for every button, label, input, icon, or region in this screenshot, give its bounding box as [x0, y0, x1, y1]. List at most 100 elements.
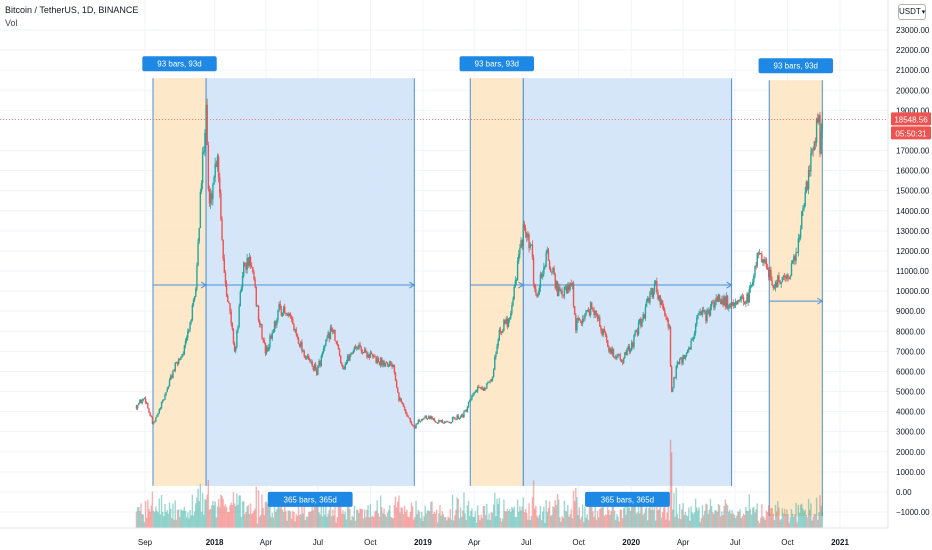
volume-bar	[615, 519, 617, 528]
x-tick-label: Apr	[677, 538, 690, 547]
candle-body	[532, 257, 535, 284]
candle-body	[596, 313, 599, 319]
volume-bar	[263, 515, 265, 528]
candle-body	[229, 303, 231, 312]
candle-body	[788, 278, 790, 280]
candle-body	[745, 300, 747, 304]
volume-bar	[459, 507, 462, 528]
volume-indicator-label[interactable]: Vol	[5, 18, 18, 28]
volume-bar	[184, 511, 187, 528]
candle-body	[167, 386, 170, 389]
volume-bar	[627, 507, 630, 528]
volume-bar	[442, 514, 445, 528]
candle-body	[809, 169, 811, 172]
volume-bar	[222, 498, 224, 528]
candle-body	[753, 275, 755, 283]
candle-body	[579, 320, 582, 322]
volume-bar	[138, 506, 140, 528]
volume-bar	[761, 503, 763, 528]
currency-selector[interactable]: USDT▾	[898, 4, 926, 20]
candle-body	[499, 329, 502, 333]
volume-bar	[496, 498, 498, 528]
volume-bar	[262, 507, 264, 528]
candle-body	[713, 301, 715, 308]
volume-bar	[363, 509, 366, 528]
candle-body	[321, 352, 324, 357]
volume-bar	[419, 518, 422, 528]
candle-body	[786, 274, 788, 279]
candle-body	[373, 356, 375, 357]
candle-body	[766, 267, 769, 270]
candle-body	[305, 357, 308, 359]
candle-body	[375, 356, 377, 364]
candle-body	[263, 340, 265, 343]
x-tick-label: 2018	[206, 538, 224, 547]
volume-bar	[191, 494, 194, 528]
candle-body	[181, 353, 183, 358]
candle-body	[198, 228, 200, 242]
candle-body	[394, 372, 397, 381]
volume-bar	[602, 501, 604, 528]
candle-body	[545, 252, 547, 267]
volume-bar	[158, 498, 160, 528]
candle-body	[143, 398, 146, 400]
volume-bar	[535, 505, 537, 528]
candle-body	[431, 416, 433, 420]
candle-body	[723, 296, 725, 306]
volume-bar	[424, 505, 426, 528]
volume-bar	[555, 504, 558, 528]
candle-body	[212, 184, 214, 200]
candle-body	[670, 366, 673, 392]
candle-body	[151, 417, 154, 424]
candle-body	[232, 329, 235, 344]
candle-body	[352, 350, 354, 354]
volume-bar	[341, 513, 343, 528]
volume-bar	[696, 507, 698, 528]
volume-bar	[633, 496, 635, 528]
volume-bar	[171, 518, 173, 528]
candle-body	[150, 415, 152, 418]
volume-bar	[603, 515, 606, 528]
volume-bar	[189, 509, 191, 528]
volume-bar	[673, 493, 675, 528]
price-tag-value: 18548.56	[894, 115, 928, 124]
y-tick-label: 2000.00	[896, 448, 925, 457]
volume-bar	[575, 487, 577, 528]
candle-body	[716, 297, 719, 302]
candle-body	[625, 352, 627, 355]
volume-bar	[564, 510, 567, 528]
candle-body	[384, 362, 386, 367]
volume-bar	[187, 512, 189, 528]
volume-bar	[457, 498, 459, 528]
volume-bar	[280, 502, 283, 528]
x-tick-label: Oct	[781, 538, 794, 547]
candle-body	[464, 410, 466, 412]
candle-body	[243, 262, 245, 276]
volume-bar	[478, 515, 480, 528]
candle-body	[255, 286, 257, 307]
candle-body	[571, 283, 574, 286]
candle-body	[680, 357, 682, 360]
volume-bar	[521, 506, 523, 528]
arrow-head-icon	[409, 281, 416, 289]
candle-body	[583, 318, 585, 320]
volume-bar	[368, 517, 370, 528]
volume-bar	[710, 505, 713, 528]
candle-body	[411, 424, 414, 426]
candle-body	[391, 363, 393, 367]
candle-body	[782, 275, 785, 277]
candle-body	[758, 253, 761, 254]
candle-body	[401, 401, 404, 405]
candle-body	[802, 208, 804, 212]
candle-body	[166, 388, 168, 393]
volume-bar	[769, 514, 771, 528]
candle-body	[726, 295, 729, 309]
candle-body	[205, 104, 207, 133]
candle-body	[775, 282, 778, 287]
candle-body	[144, 398, 147, 403]
y-tick-label: 4000.00	[896, 408, 925, 417]
volume-bar	[322, 502, 325, 528]
volume-bar	[790, 509, 793, 528]
candle-body	[617, 354, 619, 357]
